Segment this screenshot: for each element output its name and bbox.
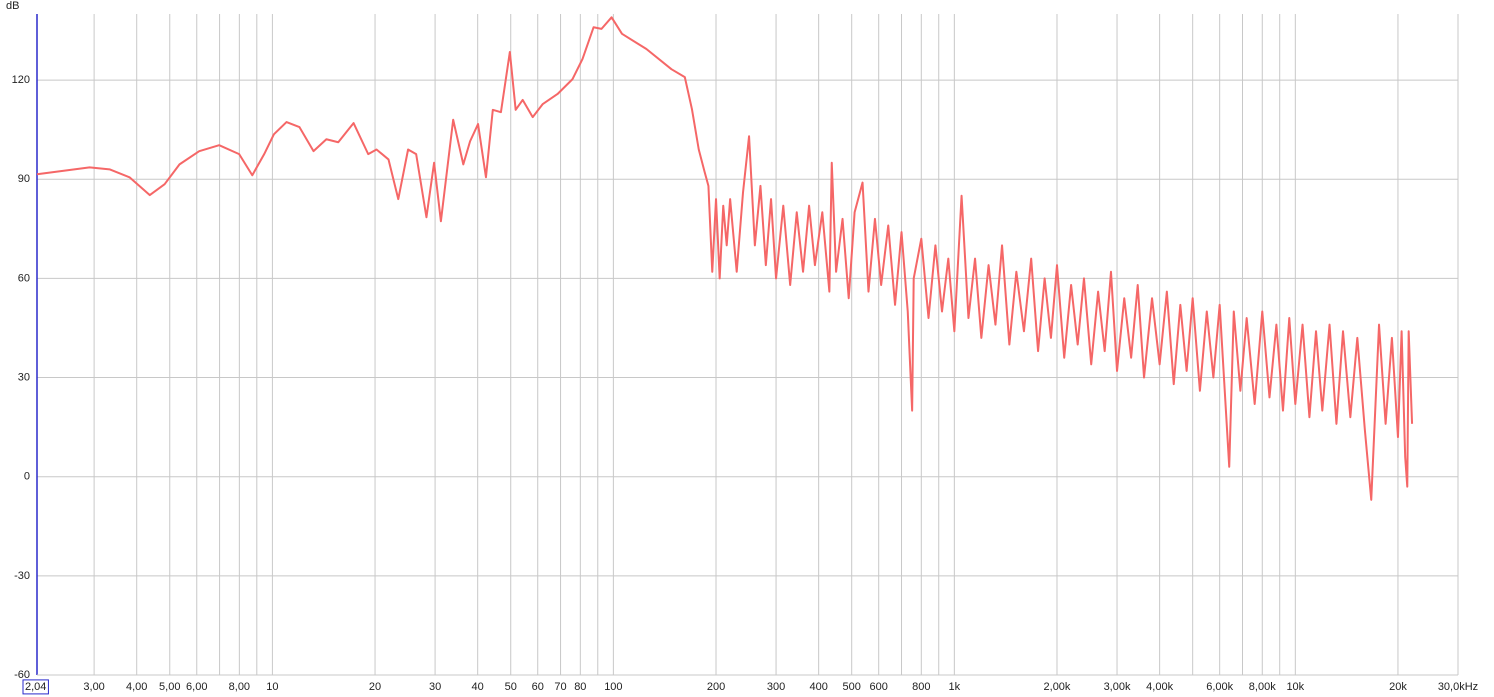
y-tick-label: 30	[18, 371, 30, 383]
y-tick-label: 90	[18, 173, 30, 185]
x-tick-label: 500	[843, 681, 861, 693]
x-tick-label: 3,00	[83, 681, 104, 693]
x-tick-label: 20	[369, 681, 381, 693]
y-tick-label: -30	[14, 570, 30, 582]
x-tick-label: 30	[429, 681, 441, 693]
y-axis-label: dB	[6, 0, 19, 12]
spectrum-line	[36, 16, 1414, 501]
x-tick-label: 2,04	[25, 681, 46, 693]
x-tick-label: 50	[505, 681, 517, 693]
y-tick-label: 120	[12, 74, 30, 86]
x-tick-label: 2,00k	[1044, 681, 1071, 693]
x-tick-label: 8,00k	[1249, 681, 1276, 693]
x-tick-label: 6,00k	[1206, 681, 1233, 693]
x-tick-label: 5,00	[159, 681, 180, 693]
x-tick-label: 20k	[1389, 681, 1407, 693]
x-tick-label: 3,00k	[1104, 681, 1131, 693]
x-tick-label: 1k	[949, 681, 961, 693]
x-tick-label: 400	[809, 681, 827, 693]
x-tick-label: 6,00	[186, 681, 207, 693]
y-tick-label: 60	[18, 272, 30, 284]
x-tick-label: 80	[574, 681, 586, 693]
x-tick-label: 100	[604, 681, 622, 693]
y-tick-label: 0	[24, 471, 30, 483]
x-tick-label: 4,00k	[1146, 681, 1173, 693]
x-tick-label: 70	[554, 681, 566, 693]
x-tick-label: 4,00	[126, 681, 147, 693]
x-tick-label: 30,0kHz	[1438, 681, 1478, 693]
x-tick-label: 60	[532, 681, 544, 693]
x-tick-label: 8,00	[229, 681, 250, 693]
x-tick-label: 600	[870, 681, 888, 693]
x-tick-label: 800	[912, 681, 930, 693]
x-tick-label: 200	[707, 681, 725, 693]
x-tick-label: 10k	[1286, 681, 1304, 693]
y-tick-label: -60	[14, 669, 30, 681]
start-label-box	[22, 679, 49, 695]
x-tick-label: 10	[266, 681, 278, 693]
x-tick-label: 40	[472, 681, 484, 693]
x-tick-label: 300	[767, 681, 785, 693]
